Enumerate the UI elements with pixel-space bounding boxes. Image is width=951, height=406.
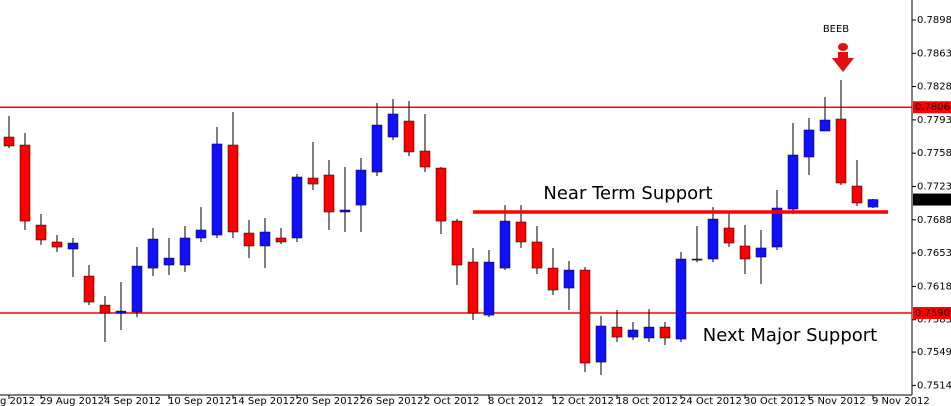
candle-body	[723, 227, 735, 244]
candle-body	[131, 265, 143, 313]
candle-body	[355, 169, 367, 206]
candle-body	[531, 241, 543, 269]
candle-body	[515, 221, 527, 243]
candle-body	[739, 245, 751, 260]
annotation: Next Major Support	[703, 325, 878, 346]
level-label: 0.75901	[915, 308, 951, 319]
candle-body	[659, 326, 671, 339]
candle-body	[803, 129, 815, 158]
level-tag	[913, 101, 951, 114]
candle-body	[627, 329, 639, 338]
candle-body	[291, 176, 303, 239]
x-tick-label: 12 Oct 2012	[552, 396, 614, 406]
candle-body	[819, 119, 831, 132]
candle-body	[643, 326, 655, 339]
candle-body	[483, 261, 495, 316]
candle-body	[323, 174, 335, 213]
candle-body	[179, 237, 191, 266]
candle-body	[691, 258, 703, 261]
x-tick-label: 14 Sep 2012	[232, 396, 295, 406]
candle-body	[387, 113, 399, 138]
candle-body	[867, 199, 879, 208]
candle-body	[67, 242, 79, 250]
candle-body	[211, 143, 223, 236]
candle-body	[307, 177, 319, 185]
candle-body	[499, 220, 511, 269]
y-tick-label: 0.75140	[917, 380, 951, 391]
candle-body	[675, 258, 687, 340]
candle-body	[227, 144, 239, 233]
candle-body	[51, 241, 63, 248]
candle-body	[419, 150, 431, 168]
candle-body	[611, 326, 623, 338]
candle-body	[243, 232, 255, 247]
last-price-label: 0.77093	[915, 195, 951, 206]
x-tick-label: 24 Oct 2012	[680, 396, 742, 406]
x-tick-label: 20 Sep 2012	[296, 396, 359, 406]
annotation: Near Term Support	[543, 183, 712, 204]
candle-body	[835, 118, 847, 184]
x-tick-label: g 2012	[0, 396, 35, 406]
x-tick-label: 10 Sep 2012	[168, 396, 231, 406]
candle-body	[403, 120, 415, 153]
annotation: BEEB	[823, 24, 849, 35]
candle-body	[115, 310, 127, 314]
candle-body	[579, 269, 591, 364]
level-label: 0.78063	[915, 102, 951, 113]
x-tick-label: 29 Aug 2012	[40, 396, 104, 406]
candle-body	[595, 325, 607, 363]
candle-body	[147, 238, 159, 269]
candle-body	[99, 304, 111, 314]
x-tick-label: 30 Oct 2012	[744, 396, 806, 406]
candle-body	[339, 209, 351, 213]
arrow	[832, 52, 854, 72]
x-tick-label: 8 Oct 2012	[488, 396, 543, 406]
candle-body	[259, 231, 271, 247]
candle-body	[451, 220, 463, 266]
candle-body	[19, 144, 31, 222]
candle-body	[707, 218, 719, 260]
candle-body	[467, 261, 479, 314]
x-tick-label: 26 Sep 2012	[360, 396, 423, 406]
candle-body	[547, 267, 559, 291]
candle-body	[771, 207, 783, 248]
last-price-tag	[913, 193, 951, 206]
candle-body	[163, 257, 175, 266]
x-tick-label: 9 Nov 2012	[872, 396, 930, 406]
candle-body	[35, 224, 47, 241]
candle-body	[563, 269, 575, 289]
x-tick-label: 5 Nov 2012	[808, 396, 866, 406]
candle-body	[3, 136, 15, 147]
candle-body	[851, 185, 863, 204]
level-tag	[913, 306, 951, 319]
candle-body	[755, 247, 767, 258]
x-tick-label: 18 Oct 2012	[616, 396, 678, 406]
candle-body	[787, 154, 799, 210]
candle-body	[83, 275, 95, 303]
candle-body	[435, 167, 447, 222]
candle-body	[371, 124, 383, 173]
arrow-head	[838, 43, 848, 51]
x-tick-label: 4 Sep 2012	[104, 396, 161, 406]
x-tick-label: 2 Oct 2012	[424, 396, 479, 406]
candle-body	[275, 237, 287, 243]
candle-body	[195, 229, 207, 239]
